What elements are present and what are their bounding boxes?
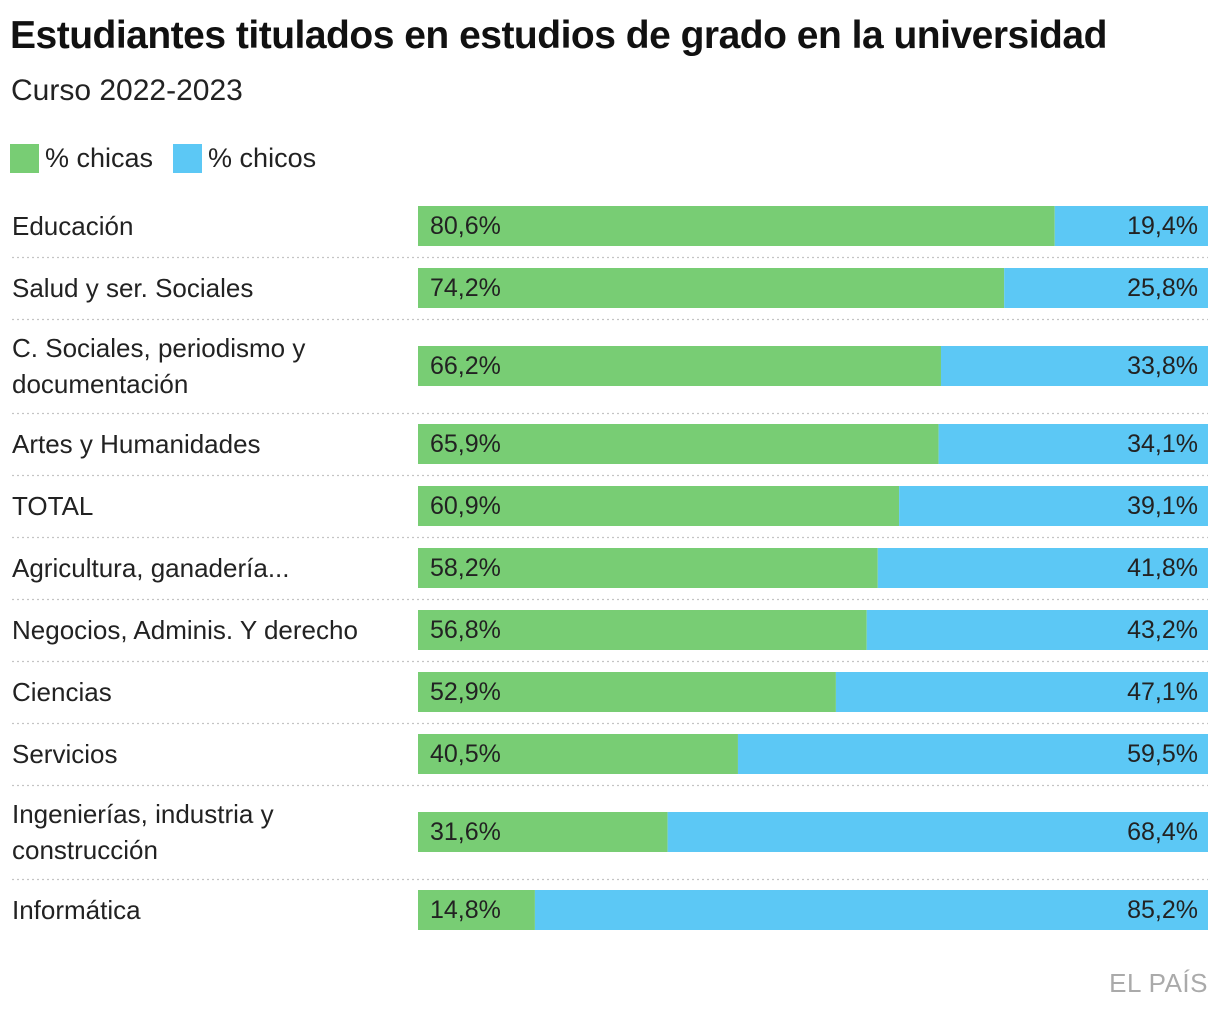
chart-title: Estudiantes titulados en estudios de gra… — [10, 14, 1107, 57]
bar-chicos — [737, 734, 1208, 774]
bar-chicos — [877, 548, 1208, 588]
data-label-chicos: 47,1% — [1127, 678, 1198, 706]
category-label: C. Sociales, periodismo y — [12, 333, 305, 363]
legend-item-chicas: % chicas — [10, 143, 153, 174]
data-label-chicas: 65,9% — [430, 430, 501, 458]
data-label-chicas: 56,8% — [430, 616, 501, 644]
category-label: construcción — [12, 835, 158, 865]
bar-chicas — [418, 424, 939, 464]
bar-chicas — [418, 672, 836, 712]
data-label-chicas: 40,5% — [430, 740, 501, 768]
legend-swatch-chicas — [10, 144, 39, 173]
chart-subtitle: Curso 2022-2023 — [11, 74, 243, 107]
bar-chicos — [667, 812, 1208, 852]
category-label: Ciencias — [12, 677, 112, 707]
bar-chicos — [835, 672, 1208, 712]
data-label-chicos: 33,8% — [1127, 352, 1198, 380]
data-label-chicas: 60,9% — [430, 492, 501, 520]
data-label-chicas: 80,6% — [430, 212, 501, 240]
bar-chicas — [418, 206, 1055, 246]
data-label-chicos: 59,5% — [1127, 740, 1198, 768]
data-label-chicas: 74,2% — [430, 274, 501, 302]
category-label: Educación — [12, 211, 133, 241]
data-label-chicos: 41,8% — [1127, 554, 1198, 582]
data-label-chicas: 31,6% — [430, 818, 501, 846]
source-credit: EL PAÍS — [1109, 968, 1208, 998]
data-label-chicos: 25,8% — [1127, 274, 1198, 302]
legend: % chicas % chicos — [10, 143, 336, 174]
bar-chicas — [418, 486, 900, 526]
legend-swatch-chicos — [173, 144, 203, 173]
data-label-chicos: 19,4% — [1127, 212, 1198, 240]
bar-chicos — [940, 346, 1208, 386]
data-label-chicos: 43,2% — [1127, 616, 1198, 644]
category-label: Agricultura, ganadería... — [12, 553, 290, 583]
data-label-chicos: 39,1% — [1127, 492, 1198, 520]
bar-chicas — [418, 812, 668, 852]
bar-chicas — [418, 734, 738, 774]
bar-chicos — [866, 610, 1208, 650]
bar-chicos — [899, 486, 1208, 526]
bar-chicos — [534, 890, 1208, 930]
category-label: Negocios, Adminis. Y derecho — [12, 615, 358, 645]
category-label: Servicios — [12, 739, 117, 769]
bar-chicas — [418, 346, 941, 386]
bar-chicas — [418, 610, 867, 650]
data-label-chicas: 66,2% — [430, 352, 501, 380]
data-label-chicos: 85,2% — [1127, 896, 1198, 924]
bar-chicas — [418, 890, 535, 930]
bar-chicas — [418, 268, 1005, 308]
category-label: Salud y ser. Sociales — [12, 273, 253, 303]
data-label-chicas: 58,2% — [430, 554, 501, 582]
bar-chicos — [1004, 268, 1208, 308]
legend-label-chicos: % chicos — [208, 143, 317, 173]
category-label: TOTAL — [12, 491, 93, 521]
bar-chicos — [1054, 206, 1208, 246]
category-label: Ingenierías, industria y — [12, 799, 274, 829]
data-label-chicos: 68,4% — [1127, 818, 1198, 846]
data-label-chicas: 52,9% — [430, 678, 501, 706]
bar-chicas — [418, 548, 878, 588]
category-label: Informática — [12, 895, 141, 925]
bar-chicos — [938, 424, 1208, 464]
legend-label-chicas: % chicas — [45, 143, 154, 173]
category-label: documentación — [12, 369, 188, 399]
legend-item-chicos: % chicos — [173, 143, 316, 174]
data-label-chicas: 14,8% — [430, 896, 501, 924]
data-label-chicos: 34,1% — [1127, 430, 1198, 458]
category-label: Artes y Humanidades — [12, 429, 261, 459]
